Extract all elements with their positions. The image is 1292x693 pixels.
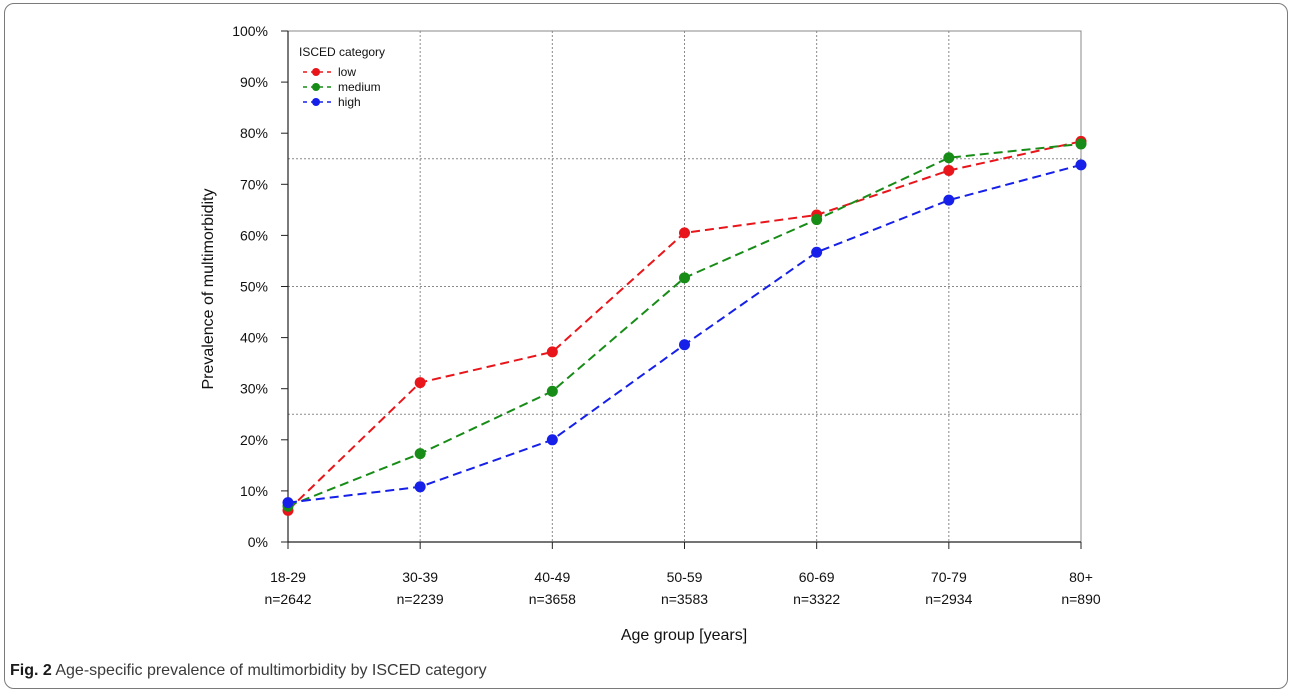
x-tick-label: 60-69 xyxy=(799,569,835,585)
data-point-low xyxy=(943,165,955,177)
x-tick-label: 40-49 xyxy=(534,569,570,585)
data-point-high xyxy=(282,497,294,509)
x-tick-count-label: n=3583 xyxy=(661,591,708,607)
y-tick-label: 30% xyxy=(240,381,268,397)
y-tick-label: 0% xyxy=(248,534,268,550)
caption-label: Fig. 2 xyxy=(10,662,52,679)
legend-marker-high xyxy=(312,98,320,106)
series-group xyxy=(282,135,1087,516)
x-tick-label: 50-59 xyxy=(667,569,703,585)
legend-label-high: high xyxy=(338,95,361,109)
legend-label-low: low xyxy=(338,65,356,79)
x-tick-count-label: n=2642 xyxy=(264,591,311,607)
x-tick-label: 18-29 xyxy=(270,569,306,585)
x-tick-count-label: n=3658 xyxy=(529,591,576,607)
x-tick-count-label: n=890 xyxy=(1061,591,1101,607)
y-tick-label: 70% xyxy=(240,176,268,192)
legend-title: ISCED category xyxy=(299,45,385,59)
legend-label-medium: medium xyxy=(338,80,381,94)
y-tick-label: 60% xyxy=(240,227,268,243)
data-point-medium xyxy=(1075,138,1087,150)
line-chart: 0% 10% 20% 30% 40% 50% 60% 70% 80% 90% 100% 18-29 n… xyxy=(200,23,1101,644)
x-axis-label: Age group [years] xyxy=(621,627,747,644)
data-point-low xyxy=(546,346,558,358)
data-point-medium xyxy=(943,152,955,164)
y-tick-label: 50% xyxy=(240,279,268,295)
y-tick-label: 20% xyxy=(240,432,268,448)
y-axis-label: Prevalence of multimorbidity xyxy=(200,189,217,390)
data-point-low xyxy=(679,227,690,239)
x-tick-label: 70-79 xyxy=(931,569,967,585)
data-point-medium xyxy=(546,385,558,397)
y-tick-label: 80% xyxy=(240,125,268,141)
y-tick-label: 90% xyxy=(240,74,268,90)
legend-marker-medium xyxy=(312,83,320,91)
data-point-high xyxy=(414,481,426,493)
data-point-high xyxy=(546,434,558,446)
data-point-medium xyxy=(811,214,823,226)
y-tick-labels: 0% 10% 20% 30% 40% 50% 60% 70% 80% 90% 100% xyxy=(232,23,268,550)
data-point-high xyxy=(943,194,955,206)
data-point-medium xyxy=(679,272,690,284)
data-point-high xyxy=(1075,159,1087,171)
legend-marker-low xyxy=(312,68,320,76)
data-point-high xyxy=(811,246,823,258)
data-point-high xyxy=(679,339,690,351)
axes xyxy=(281,30,1082,549)
data-point-low xyxy=(414,377,426,389)
x-tick-label: 80+ xyxy=(1069,569,1093,585)
caption-text: Age-specific prevalence of multimorbidit… xyxy=(55,662,487,679)
x-tick-labels: 18-29 n=2642 30-39 n=2239 40-49 n=3658 50-59 n=… xyxy=(264,569,1100,607)
x-tick-count-label: n=3322 xyxy=(793,591,840,607)
y-tick-label: 10% xyxy=(240,483,268,499)
grid-lines xyxy=(288,31,1082,542)
x-tick-count-label: n=2934 xyxy=(925,591,972,607)
x-tick-label: 30-39 xyxy=(402,569,438,585)
figure-caption: Fig. 2 Age-specific prevalence of multim… xyxy=(10,662,487,680)
figure-frame xyxy=(4,3,1288,689)
y-tick-label: 40% xyxy=(240,330,268,346)
data-point-medium xyxy=(414,448,426,460)
x-tick-count-label: n=2239 xyxy=(397,591,444,607)
y-tick-label: 100% xyxy=(232,23,268,39)
